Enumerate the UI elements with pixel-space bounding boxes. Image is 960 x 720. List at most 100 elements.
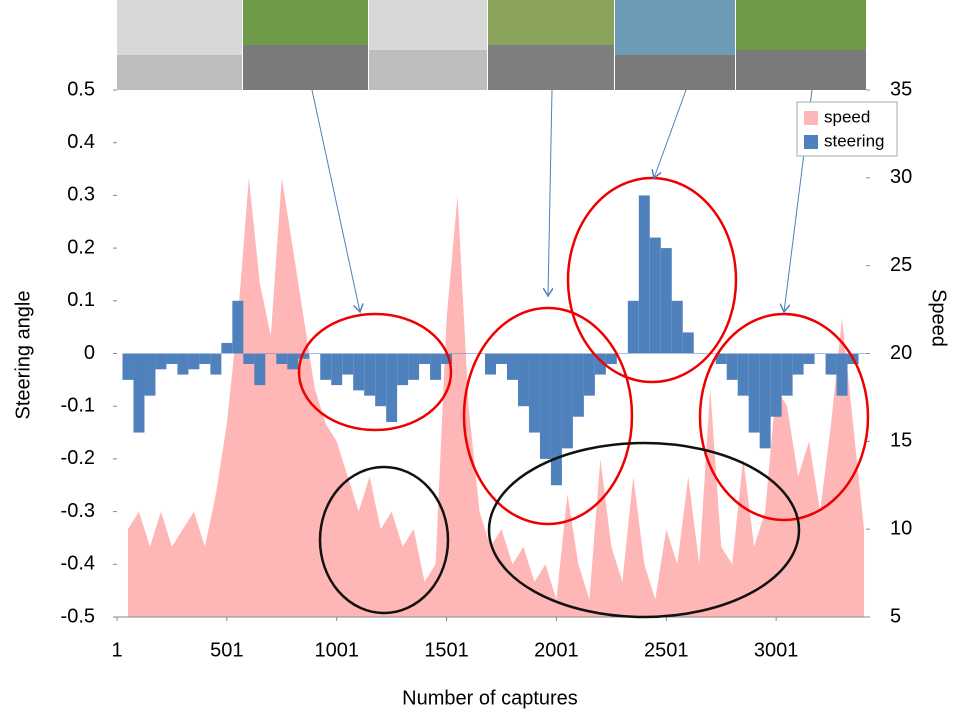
x-axis-title: Number of captures: [402, 687, 578, 709]
steering-bar: [276, 353, 288, 365]
red-ellipse: [698, 312, 870, 522]
steering-bar: [331, 353, 343, 386]
steering-bar: [539, 353, 551, 459]
legend: speed steering: [796, 101, 898, 157]
steering-bar: [496, 353, 507, 365]
x-tick-label: 1501: [424, 639, 469, 661]
steering-bar: [759, 353, 771, 449]
y2-tick-label: 30: [890, 166, 912, 188]
black-ellipse: [318, 465, 450, 615]
steering-bar: [583, 353, 595, 396]
steering-bar: [342, 353, 354, 375]
plot-area: [113, 89, 870, 621]
steering-bar: [561, 353, 573, 449]
y2-tick-label: 5: [890, 605, 901, 627]
steering-bar: [594, 353, 606, 375]
steering-bar: [463, 353, 475, 354]
steering-bar: [792, 353, 804, 375]
steering-bar: [693, 353, 705, 354]
speed-area: [127, 177, 865, 618]
steering-bar: [858, 353, 870, 354]
y2-tick-label: 15: [890, 430, 912, 452]
steering-bar: [210, 353, 222, 375]
y-tick-label: 0.3: [67, 184, 95, 206]
steering-bar: [419, 353, 431, 365]
steering-bar: [287, 353, 299, 370]
steering-bar: [550, 353, 562, 486]
thumbnail-road: [736, 50, 866, 90]
steering-bar: [781, 353, 793, 396]
y2-tick-label: 10: [890, 517, 912, 539]
steering-bar: [155, 353, 167, 370]
steering-bar: [243, 353, 255, 365]
steering-bar: [430, 353, 442, 380]
steering-bar: [177, 353, 189, 375]
x-tick-label: 3001: [754, 639, 799, 661]
steering-bar: [517, 353, 529, 407]
steering-bar: [320, 353, 332, 380]
x-tick-label: 1: [111, 639, 122, 661]
steering-bar: [572, 353, 584, 417]
steering-bar: [506, 353, 518, 380]
steering-bar: [397, 353, 409, 386]
steering-bar: [188, 353, 200, 370]
steering-bar: [726, 353, 738, 380]
steering-bar: [748, 353, 760, 433]
steering-bar: [825, 353, 837, 375]
steering-bar: [441, 353, 453, 365]
y-tick-label: 0.5: [67, 78, 95, 100]
red-ellipse: [462, 306, 634, 526]
x-tick-label: 1001: [314, 639, 359, 661]
steering-bar: [616, 353, 628, 354]
steering-bar: [770, 353, 782, 417]
thumbnail-road: [117, 55, 242, 90]
steering-bar: [452, 353, 464, 354]
y-tick-label: -0.1: [61, 394, 95, 416]
thumbnails: [117, 0, 866, 90]
thumbnail-road: [615, 55, 735, 90]
y-tick-label: -0.2: [61, 447, 95, 469]
legend-label: speed: [824, 107, 870, 126]
legend-swatch: [804, 111, 818, 125]
legend-swatch: [804, 135, 818, 149]
steering-bar: [386, 353, 398, 423]
steering-bar: [298, 353, 310, 359]
steering-bar: [715, 353, 727, 365]
steering-bar: [232, 300, 244, 354]
steering-bar: [122, 353, 134, 380]
steering-bar: [660, 248, 672, 354]
steering-bar: [144, 353, 156, 396]
legend-label: steering: [824, 131, 884, 150]
steering-bar: [375, 353, 387, 407]
steering-bar: [353, 353, 365, 391]
steering-bar: [133, 353, 145, 433]
y2-tick-label: 20: [890, 342, 912, 364]
y2-tick-label: 25: [890, 254, 912, 276]
steering-bar: [649, 237, 661, 354]
steering-bar: [682, 332, 694, 354]
x-tick-label: 2001: [534, 639, 579, 661]
steering-bar: [364, 353, 376, 396]
y-tick-label: 0.2: [67, 236, 95, 258]
y-tick-label: 0.1: [67, 289, 95, 311]
steering-bar: [836, 353, 848, 396]
steering-bar: [605, 353, 617, 365]
y-tick-label: -0.3: [61, 500, 95, 522]
steering-bar: [814, 353, 826, 354]
arrow: [654, 89, 687, 178]
thumbnail-road: [488, 45, 614, 90]
steering-bar: [528, 353, 540, 433]
arrow: [311, 89, 360, 312]
steering-bar: [221, 342, 233, 354]
thumbnail-road: [369, 50, 487, 90]
y-tick-label: 0.4: [67, 131, 95, 153]
steering-bar: [627, 300, 639, 354]
steering-bar: [638, 195, 650, 354]
y-axis-title: Steering angle: [12, 291, 34, 420]
y-tick-label: 0: [84, 342, 95, 364]
steering-bar: [199, 353, 211, 365]
steering-bar: [254, 353, 266, 386]
red-ellipse: [297, 312, 453, 432]
